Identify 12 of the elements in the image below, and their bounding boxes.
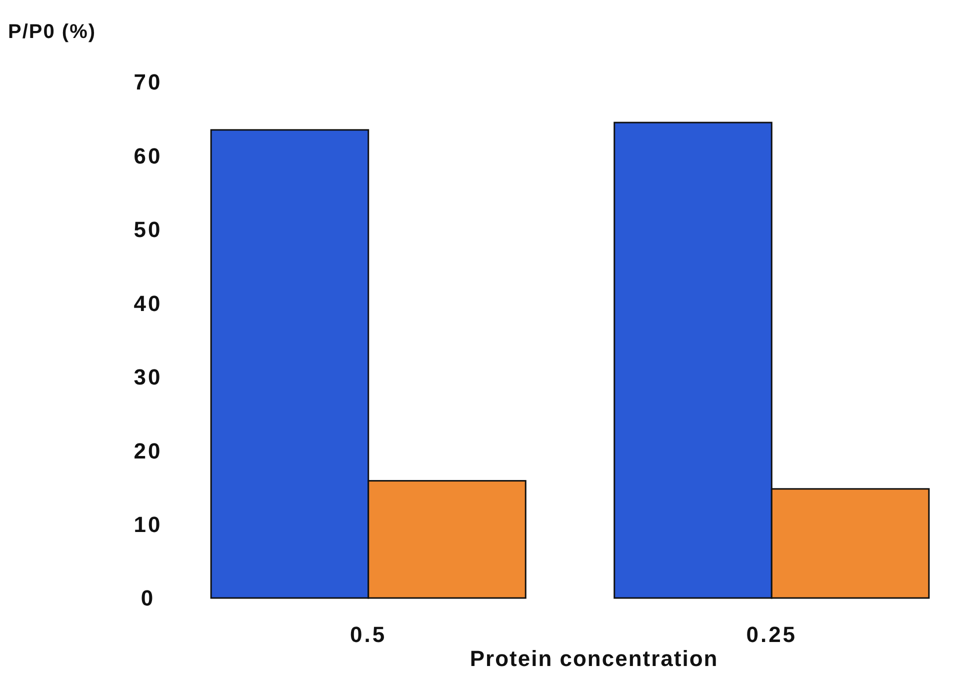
y-tick-label: 60 (134, 143, 162, 168)
y-tick-label: 50 (134, 217, 162, 242)
y-tick-label: 10 (134, 512, 162, 537)
y-tick-label: 0 (140, 586, 156, 611)
y-tick-label: 70 (134, 70, 162, 95)
y-tick-label: 20 (134, 438, 162, 464)
y-tick-label: 40 (134, 290, 162, 316)
x-axis-title: Protein concentration (470, 646, 718, 671)
y-tick-label: 30 (134, 364, 162, 390)
x-tick-label: 0.5 (350, 622, 387, 647)
x-tick-label: 0.25 (746, 622, 798, 647)
y-axis-title: P/P0 (%) (8, 21, 96, 43)
